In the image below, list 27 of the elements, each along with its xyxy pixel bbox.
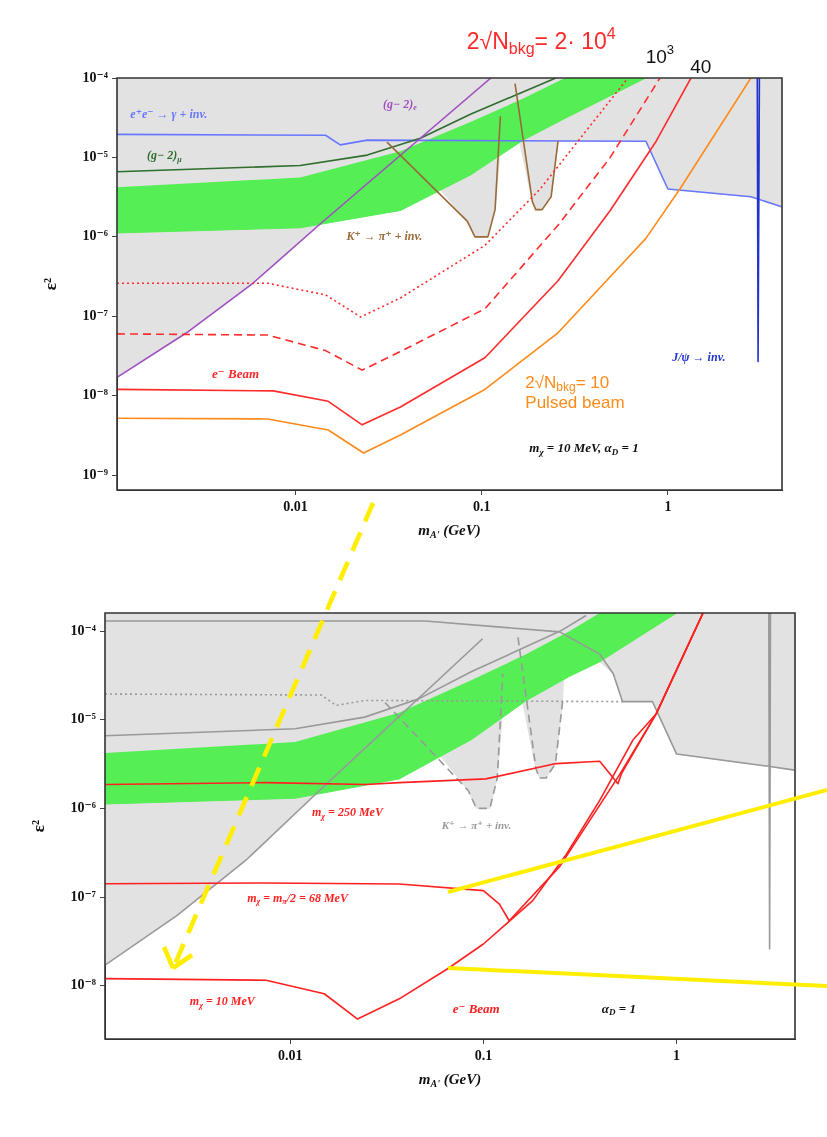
y-axis-title: ε² — [29, 819, 49, 833]
y-tick-label: 10⁻⁶ — [82, 228, 108, 244]
y-tick-label: 10⁻⁵ — [70, 711, 96, 727]
x-tick-label: 0.1 — [474, 1048, 493, 1064]
y-tick-label: 10⁻⁸ — [82, 387, 108, 403]
y-tick-label: 10⁻⁷ — [82, 307, 108, 323]
annotation: Pulsed beam — [525, 393, 625, 413]
x-tick-label: 0.01 — [277, 1048, 303, 1064]
x-tick-label: 1 — [664, 499, 672, 515]
text: J/ψ → inv. — [671, 350, 726, 365]
y-tick-label: 10⁻⁹ — [82, 466, 108, 482]
x-tick-label: 1 — [673, 1048, 681, 1064]
series-label: 40 — [690, 55, 712, 77]
y-tick-label: 10⁻⁴ — [82, 69, 109, 85]
series-label: e⁺e⁻ → γ + inv. — [130, 107, 208, 122]
annotation: e⁻ Beam — [452, 1000, 500, 1016]
text: K⁺ → π⁺ + inv. — [345, 228, 423, 243]
x-tick-label: 0.01 — [283, 499, 308, 515]
y-tick-label: 10⁻⁷ — [70, 888, 96, 904]
y-tick-label: 10⁻⁸ — [70, 977, 96, 993]
y-axis-title: ε² — [41, 277, 61, 291]
y-tick-label: 10⁻⁴ — [70, 622, 97, 638]
y-tick-label: 10⁻⁶ — [70, 799, 96, 815]
y-tick-label: 10⁻⁵ — [82, 149, 108, 165]
series-label: K⁺ → π⁺ + inv. — [440, 818, 512, 831]
annotation: e⁻ Beam — [212, 366, 260, 381]
x-tick-label: 0.1 — [472, 499, 491, 515]
